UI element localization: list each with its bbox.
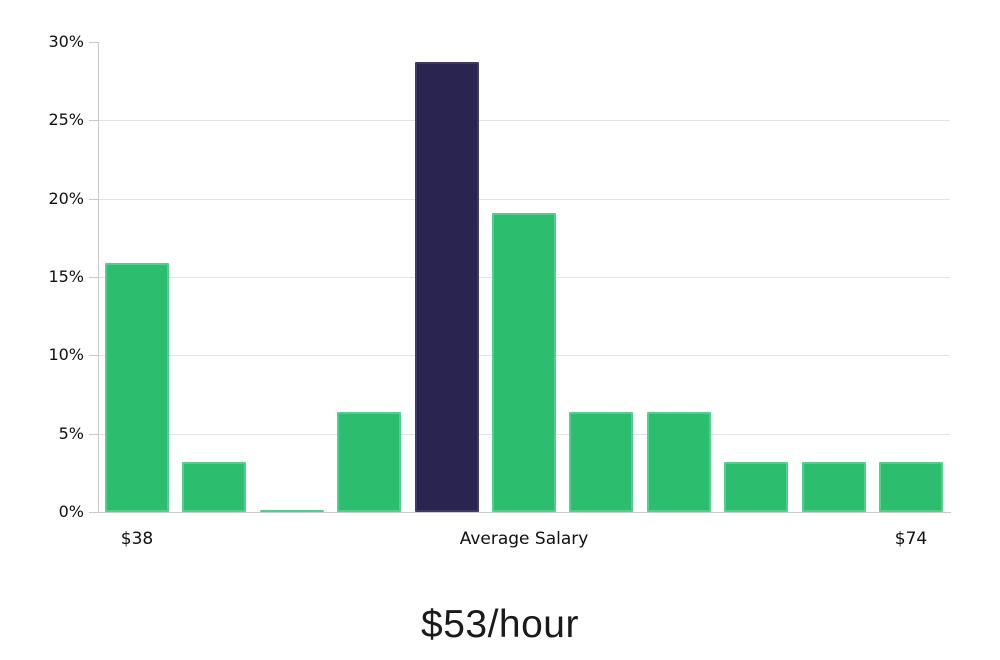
x-tick-label-2: $74 xyxy=(894,529,928,549)
y-tick-0pct xyxy=(89,512,98,513)
y-tick-label-20pct: 20% xyxy=(48,188,84,208)
bar xyxy=(337,411,402,512)
y-tick-label-10pct: 10% xyxy=(48,345,84,365)
bar xyxy=(105,262,169,512)
x-tick-label-1: Average Salary xyxy=(459,529,589,549)
y-tick-label-30pct: 30% xyxy=(48,32,84,51)
bar xyxy=(801,461,866,512)
gridline-25pct xyxy=(98,120,950,122)
bar xyxy=(724,461,789,512)
y-tick-15pct xyxy=(89,277,98,278)
x-axis-baseline xyxy=(98,512,951,513)
bar-average-salary-highlight xyxy=(414,62,479,512)
y-tick-label-15pct: 15% xyxy=(48,267,84,286)
y-tick-label-5pct: 5% xyxy=(58,423,84,443)
bar xyxy=(182,461,247,512)
bar xyxy=(569,411,634,512)
chart-title-average-hourly-rate: $53/hour xyxy=(421,603,579,646)
y-tick-30pct xyxy=(89,42,98,43)
bar xyxy=(879,461,943,512)
bar xyxy=(646,411,711,512)
x-tick-label-0: $38 xyxy=(120,529,154,549)
y-tick-label-0pct: 0% xyxy=(58,502,84,521)
y-axis-line xyxy=(98,42,99,512)
bar xyxy=(259,510,324,512)
y-tick-25pct xyxy=(89,120,98,122)
bar xyxy=(492,212,556,512)
y-tick-20pct xyxy=(89,198,98,200)
y-tick-label-25pct: 25% xyxy=(48,110,84,130)
gridline-20pct xyxy=(98,198,950,200)
y-tick-10pct xyxy=(89,355,98,357)
y-tick-5pct xyxy=(89,433,98,435)
